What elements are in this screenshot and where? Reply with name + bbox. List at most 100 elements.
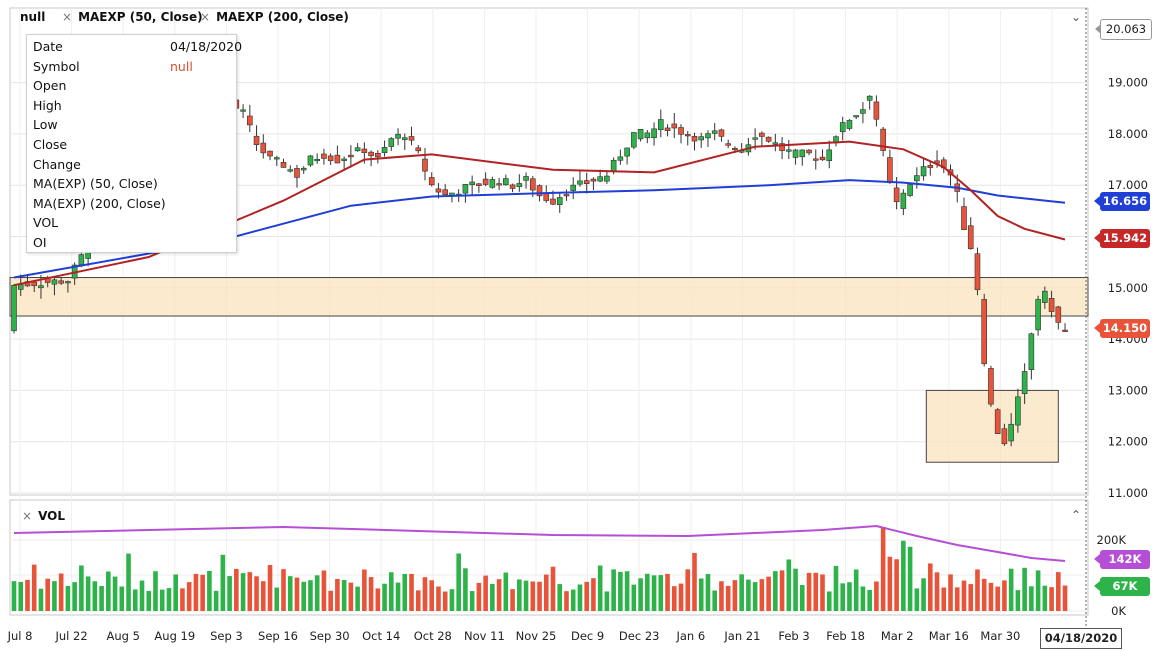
volume-bar[interactable] (119, 586, 125, 611)
volume-bar[interactable] (287, 576, 293, 611)
candle[interactable] (577, 180, 583, 185)
volume-bar[interactable] (92, 581, 98, 611)
tab-ma200[interactable]: × MAEXP (200, Close) (200, 10, 349, 24)
volume-bar[interactable] (880, 526, 886, 611)
candle[interactable] (711, 130, 718, 134)
volume-bar[interactable] (826, 591, 832, 611)
volume-bar[interactable] (530, 581, 536, 611)
volume-bar[interactable] (436, 586, 441, 611)
volume-bar[interactable] (645, 573, 650, 611)
volume-bar[interactable] (577, 584, 583, 611)
candle[interactable] (967, 225, 974, 249)
volume-bar[interactable] (1015, 590, 1021, 611)
candle[interactable] (253, 135, 260, 146)
candle[interactable] (314, 158, 320, 162)
candle[interactable] (1062, 329, 1068, 332)
candle[interactable] (348, 154, 354, 158)
volume-bar[interactable] (678, 583, 684, 611)
volume-bar[interactable] (739, 574, 744, 611)
volume-bar[interactable] (591, 578, 596, 611)
candle[interactable] (17, 284, 24, 290)
volume-bar[interactable] (651, 575, 657, 611)
volume-bar[interactable] (934, 572, 940, 611)
volume-bar[interactable] (847, 582, 852, 611)
volume-bar[interactable] (907, 546, 913, 611)
candle[interactable] (381, 147, 388, 154)
candle[interactable] (927, 164, 934, 168)
candle[interactable] (496, 183, 502, 186)
candle[interactable] (812, 158, 819, 161)
volume-bar[interactable] (692, 552, 697, 611)
candle[interactable] (725, 143, 731, 146)
volume-bar[interactable] (853, 569, 859, 611)
candle[interactable] (684, 134, 691, 137)
candle[interactable] (786, 149, 792, 152)
volume-bar[interactable] (570, 589, 576, 611)
volume-bar[interactable] (469, 591, 475, 611)
candle[interactable] (273, 157, 280, 160)
volume-bar[interactable] (368, 577, 374, 611)
volume-bar[interactable] (106, 571, 111, 611)
candle[interactable] (637, 128, 644, 140)
volume-bar[interactable] (874, 581, 879, 611)
candle[interactable] (422, 158, 428, 172)
volume-bar[interactable] (968, 584, 974, 611)
candle[interactable] (846, 120, 853, 129)
volume-bar[interactable] (463, 568, 468, 611)
volume-bar[interactable] (328, 590, 333, 611)
volume-bar[interactable] (995, 586, 1000, 611)
volume-bar[interactable] (490, 583, 495, 611)
volume-bar[interactable] (112, 576, 118, 611)
candle[interactable] (1028, 333, 1035, 370)
candle[interactable] (78, 254, 85, 265)
volume-bar[interactable] (584, 581, 589, 611)
volume-bar[interactable] (375, 588, 381, 611)
tab-ma50[interactable]: × MAEXP (50, Close) (62, 10, 203, 24)
candle[interactable] (880, 128, 886, 151)
candle[interactable] (408, 136, 415, 141)
candle[interactable] (887, 157, 893, 184)
candle[interactable] (442, 189, 449, 195)
volume-bar[interactable] (65, 585, 71, 611)
chevron-up-icon[interactable]: ⌃ (1071, 508, 1082, 522)
volume-bar[interactable] (496, 579, 502, 611)
candle[interactable] (866, 95, 873, 101)
volume-bar[interactable] (638, 578, 643, 611)
candle[interactable] (920, 166, 927, 177)
volume-bar[interactable] (887, 556, 893, 611)
candle[interactable] (307, 155, 314, 166)
candle[interactable] (428, 177, 435, 186)
volume-bar[interactable] (99, 586, 104, 611)
candle[interactable] (341, 158, 347, 161)
volume-bar[interactable] (564, 591, 569, 611)
volume-bar[interactable] (611, 569, 616, 611)
candle[interactable] (260, 142, 267, 154)
candle[interactable] (651, 128, 657, 139)
volume-bar[interactable] (1042, 585, 1048, 611)
volume-bar[interactable] (254, 576, 259, 611)
candle[interactable] (974, 253, 981, 291)
volume-bar[interactable] (840, 583, 846, 611)
candle[interactable] (482, 178, 489, 185)
volume-bar[interactable] (725, 585, 731, 611)
volume-bar[interactable] (833, 565, 839, 611)
candle[interactable] (772, 142, 779, 145)
volume-bar[interactable] (79, 565, 84, 611)
candle[interactable] (671, 123, 678, 129)
volume-bar[interactable] (618, 571, 623, 611)
candle[interactable] (806, 149, 812, 154)
volume-bar[interactable] (240, 573, 246, 611)
volume-bar[interactable] (665, 573, 670, 611)
volume-bar[interactable] (25, 579, 30, 611)
volume-bar[interactable] (988, 582, 994, 611)
volume-bar[interactable] (1008, 568, 1014, 611)
candle[interactable] (644, 132, 651, 139)
volume-bar[interactable] (1022, 567, 1027, 611)
close-icon[interactable]: × (200, 10, 211, 24)
close-icon[interactable]: × (62, 10, 73, 24)
candle[interactable] (536, 185, 543, 197)
volume-bar[interactable] (786, 559, 792, 611)
volume-bar[interactable] (409, 573, 414, 611)
volume-bar[interactable] (321, 570, 327, 611)
